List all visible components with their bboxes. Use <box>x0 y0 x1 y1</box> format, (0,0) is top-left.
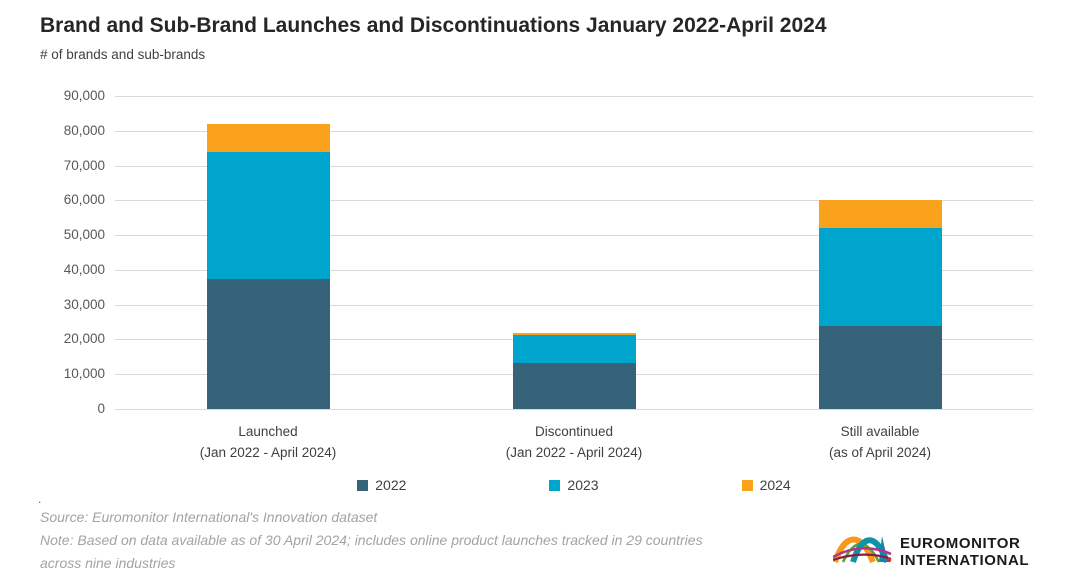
bar-segment-2024 <box>512 332 636 335</box>
bar-segment-2024 <box>206 123 330 152</box>
legend-swatch-2022 <box>357 479 369 491</box>
footer-dot: . <box>38 492 42 506</box>
y-tick-label: 30,000 <box>63 296 105 312</box>
x-axis-label: Still available (as of April 2024) <box>720 421 1040 463</box>
y-tick-label: 50,000 <box>63 227 105 243</box>
x-axis-label-line2: (as of April 2024) <box>828 445 932 460</box>
legend-item-2024: 2024 <box>741 477 791 493</box>
y-tick-label: 20,000 <box>63 331 105 347</box>
x-axis-label-line1: Launched <box>238 424 298 439</box>
legend-item-2023: 2023 <box>549 477 599 493</box>
y-tick-label: 40,000 <box>63 261 105 277</box>
bar-segment-2024 <box>818 200 942 229</box>
bar-segment-2023 <box>818 228 942 326</box>
x-axis-label: Discontinued (Jan 2022 - April 2024) <box>414 421 734 463</box>
source-note: Source: Euromonitor International's Inno… <box>40 509 378 525</box>
bar-segment-2023 <box>206 151 330 279</box>
x-axis-label-line2: (Jan 2022 - April 2024) <box>199 445 337 460</box>
gridline <box>115 304 1033 306</box>
bar-launched <box>206 96 330 409</box>
x-axis-label-line2: (Jan 2022 - April 2024) <box>505 445 643 460</box>
x-axis-label: Launched (Jan 2022 - April 2024) <box>108 421 428 463</box>
x-axis-label-line1: Still available <box>840 424 920 439</box>
gridline <box>115 165 1033 167</box>
gridline <box>115 269 1033 271</box>
bar-segment-2023 <box>512 334 636 364</box>
y-tick-label: 80,000 <box>63 122 105 138</box>
legend: 2022 2023 2024 <box>115 477 1033 493</box>
bar-segment-2022 <box>818 325 942 409</box>
y-tick-label: 0 <box>97 401 105 416</box>
bar-still-available <box>818 96 942 409</box>
bar-segment-2022 <box>512 363 636 409</box>
legend-swatch-2024 <box>741 479 753 491</box>
logo-line-1: EUROMONITOR <box>900 534 1021 552</box>
x-axis-label-line1: Discontinued <box>534 424 614 439</box>
legend-label-2024: 2024 <box>759 477 791 493</box>
euromonitor-logo-text: EUROMONITOR INTERNATIONAL <box>900 535 1029 569</box>
gridline <box>115 200 1033 202</box>
y-tick-label: 70,000 <box>63 157 105 173</box>
euromonitor-logo-icon <box>832 529 893 574</box>
legend-swatch-2023 <box>549 479 561 491</box>
chart-title: Brand and Sub-Brand Launches and Discont… <box>40 14 827 37</box>
legend-label-2022: 2022 <box>375 477 407 493</box>
chart-subtitle: # of brands and sub-brands <box>40 47 206 62</box>
logo-line-2: INTERNATIONAL <box>900 551 1030 569</box>
euromonitor-logo: EUROMONITOR INTERNATIONAL <box>832 529 1029 574</box>
gridline <box>115 96 1033 97</box>
bar-segment-2022 <box>206 278 330 409</box>
data-note: Note: Based on data available as of 30 A… <box>40 532 703 571</box>
legend-item-2022: 2022 <box>357 477 406 493</box>
legend-label-2023: 2023 <box>567 477 599 493</box>
y-tick-label: 60,000 <box>63 192 105 208</box>
gridline <box>115 235 1033 237</box>
y-tick-label: 90,000 <box>63 88 105 103</box>
y-tick-label: 10,000 <box>63 366 105 382</box>
plot-area <box>115 96 1033 410</box>
gridline <box>115 409 1033 410</box>
bar-discontinued <box>512 96 636 409</box>
gridline <box>115 130 1033 132</box>
